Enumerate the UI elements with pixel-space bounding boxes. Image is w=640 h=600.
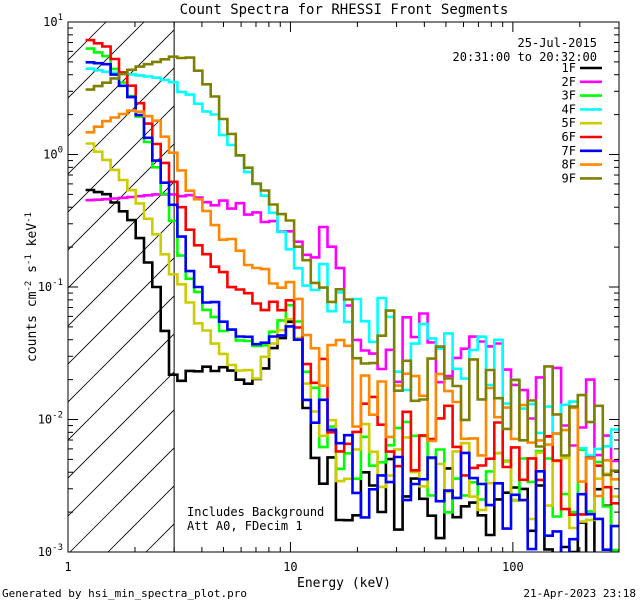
- time-range-label: 20:31:00 to 20:32:00: [453, 50, 598, 64]
- legend-label-1F: 1F: [562, 61, 576, 75]
- y-label-exp-3: -1: [24, 212, 34, 223]
- x-tick-label: 1: [64, 560, 71, 574]
- series-9F-line: [85, 55, 619, 477]
- legend-label-7F: 7F: [562, 144, 576, 158]
- y-tick-label: 10-3: [38, 543, 63, 559]
- hatch-line: [68, 105, 175, 213]
- y-tick-label: 100: [43, 146, 63, 162]
- x-tick-label: 10: [283, 560, 297, 574]
- x-axis-label: Energy (keV): [297, 576, 391, 591]
- legend-label-8F: 8F: [562, 158, 576, 172]
- legend-label-5F: 5F: [562, 116, 576, 130]
- hatch-line: [68, 409, 175, 517]
- legend-label-3F: 3F: [562, 89, 576, 103]
- annotation-attenuator: Att A0, FDecim 1: [187, 519, 303, 533]
- y-axis-label: counts cm-2 s-1 keV-1: [24, 212, 40, 362]
- y-label-part-1: counts cm: [25, 291, 40, 362]
- y-axis: 10-3 10-2 10-1 100 101: [38, 13, 619, 559]
- chart-title: Count Spectra for RHESSI Front Segments: [180, 2, 509, 18]
- x-axis: 1 10 100: [64, 22, 620, 574]
- y-tick-label: 10-2: [38, 411, 63, 427]
- legend-label-9F: 9F: [562, 171, 576, 185]
- hatch-line: [107, 485, 175, 552]
- y-tick-label: 10-1: [38, 278, 63, 294]
- footer-generated: Generated by hsi_min_spectra_plot.pro: [2, 587, 247, 600]
- y-label-exp-1: -2: [24, 281, 34, 292]
- hatch-line: [68, 371, 175, 479]
- hatch-line: [68, 257, 175, 365]
- hatch-line: [69, 447, 175, 552]
- series-7F-line: [85, 61, 619, 552]
- y-label-part-2: s: [25, 265, 40, 281]
- footer-timestamp: 21-Apr-2023 23:18: [523, 587, 636, 600]
- series-layer: [85, 38, 619, 552]
- hatch-line: [68, 219, 175, 327]
- date-label: 25-Jul-2015: [518, 36, 597, 50]
- y-label-exp-2: -1: [24, 254, 34, 265]
- legend-label-6F: 6F: [562, 130, 576, 144]
- legend-label-4F: 4F: [562, 102, 576, 116]
- series-2F-line: [85, 193, 619, 463]
- y-tick-label: 101: [43, 13, 63, 29]
- legend-label-2F: 2F: [562, 75, 576, 89]
- hatch-line: [68, 295, 175, 403]
- y-label-part-3: keV: [25, 223, 40, 254]
- annotation-background: Includes Background: [187, 505, 324, 519]
- hatch-line: [68, 29, 175, 137]
- x-tick-label: 100: [502, 560, 524, 574]
